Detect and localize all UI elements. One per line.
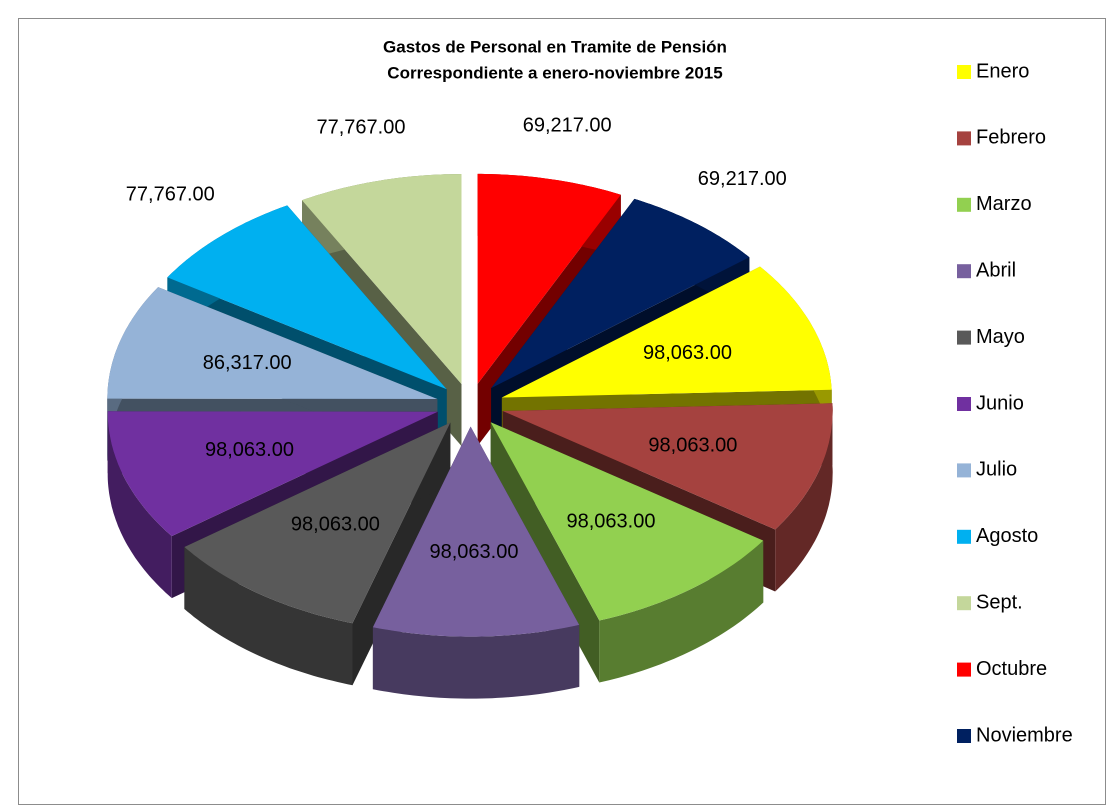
data-label: 98,063.00 [205, 439, 294, 461]
legend-swatch [957, 729, 971, 743]
legend-label: Febrero [976, 127, 1046, 149]
slice [490, 422, 764, 621]
legend-label: Noviembre [976, 724, 1073, 746]
legend-label: Mayo [976, 326, 1025, 348]
legend-label: Sept. [976, 591, 1023, 613]
slice [501, 266, 832, 398]
chart-title: Gastos de Personal en Tramite de Pensión [383, 37, 727, 56]
slice [107, 411, 438, 537]
legend-swatch [957, 65, 971, 79]
legend-swatch [957, 529, 971, 544]
pie [107, 173, 833, 699]
slice [107, 287, 438, 399]
legend-label: Abril [976, 259, 1016, 281]
legend-swatch [957, 197, 971, 212]
slice-wall [775, 403, 833, 592]
data-label: 77,767.00 [317, 116, 406, 138]
data-labels: 98,063.00 98,063.00 98,063.00 98,063.00 98,0… [126, 114, 787, 562]
slice [372, 426, 580, 637]
slice [302, 174, 462, 384]
slice [491, 198, 750, 389]
legend-label: Octubre [976, 658, 1047, 680]
data-label: 77,767.00 [126, 183, 215, 205]
legend-label: Marzo [976, 193, 1032, 215]
data-label: 98,063.00 [291, 514, 380, 536]
slice-wall [599, 540, 764, 683]
slice [502, 403, 833, 530]
legend-label: Julio [976, 459, 1017, 481]
legend-swatch [957, 463, 971, 478]
legend-swatch [957, 397, 971, 411]
data-label: 86,317.00 [203, 352, 292, 374]
data-label: 69,217.00 [523, 114, 612, 136]
slice-wall [184, 547, 353, 686]
legend-swatch [957, 131, 971, 146]
legend-swatch [957, 662, 971, 677]
slice-wall [107, 411, 172, 599]
slice [477, 173, 621, 384]
legend-swatch [957, 264, 971, 279]
legend-label: Agosto [976, 525, 1038, 547]
legend: Enero Febrero Marzo Abril Mayo Junio Julio Agos… [957, 60, 1073, 746]
data-label: 98,063.00 [567, 510, 656, 532]
slice [167, 205, 447, 390]
legend-swatch [957, 330, 971, 345]
legend-swatch [957, 596, 971, 611]
data-label: 98,063.00 [430, 541, 519, 563]
data-label: 69,217.00 [698, 168, 787, 190]
legend-label: Enero [976, 60, 1029, 82]
slice [184, 422, 451, 624]
chart-title: Correspondiente a enero-noviembre 2015 [387, 63, 722, 82]
data-label: 98,063.00 [643, 342, 732, 364]
legend-label: Junio [976, 392, 1024, 414]
data-label: 98,063.00 [648, 434, 737, 456]
slice-wall [372, 624, 580, 699]
